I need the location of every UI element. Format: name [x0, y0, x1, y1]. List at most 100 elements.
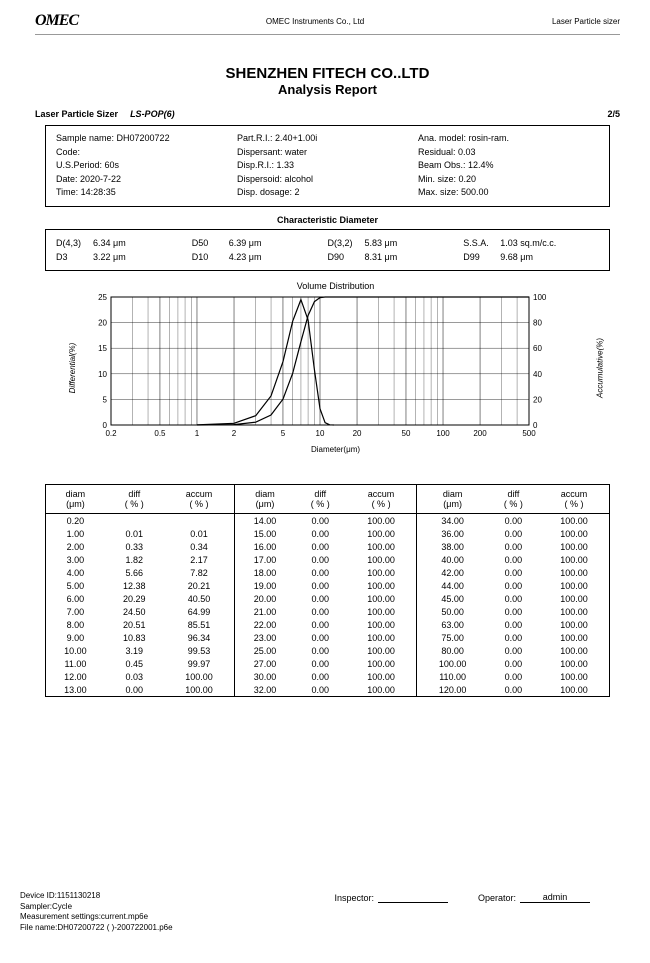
- chart-container: Volume Distribution 0.20.512510205010020…: [75, 281, 596, 454]
- param-line: Min. size: 0.20: [418, 173, 599, 187]
- param-line: Max. size: 500.00: [418, 186, 599, 200]
- table-row: 1.000.010.0115.000.00100.0036.000.00100.…: [46, 527, 609, 540]
- svg-text:20: 20: [98, 319, 107, 328]
- table-row: 3.001.822.1717.000.00100.0040.000.00100.…: [46, 553, 609, 566]
- svg-text:80: 80: [533, 319, 542, 328]
- svg-text:20: 20: [533, 396, 542, 405]
- table-row: 6.0020.2940.5020.000.00100.0045.000.0010…: [46, 592, 609, 605]
- char-cell: D50 6.39 μm: [192, 236, 328, 250]
- signature-row: Inspector: Operator: admin: [334, 892, 590, 903]
- table-header: diam(μm): [235, 485, 295, 514]
- chart-xlabel: Diameter(μm): [75, 445, 596, 454]
- instrument-model: LS-POP(6): [130, 109, 175, 119]
- param-line: Ana. model: rosin-ram.: [418, 132, 599, 146]
- svg-text:10: 10: [316, 429, 325, 438]
- table-header: accum( % ): [164, 485, 235, 514]
- svg-text:2: 2: [232, 429, 237, 438]
- char-diameter-box: D(4,3) 6.34 μmD50 6.39 μmD(3,2) 5.83 μmS…: [45, 229, 610, 272]
- table-header: diff( % ): [488, 485, 539, 514]
- params-col-1: Sample name: DH07200722Code:U.S.Period: …: [56, 132, 237, 200]
- param-line: Time: 14:28:35: [56, 186, 237, 200]
- svg-text:500: 500: [522, 429, 536, 438]
- footer-meta-line: Sampler:Cycle: [20, 902, 173, 912]
- param-line: Disp. dosage: 2: [237, 186, 418, 200]
- title-block: SHENZHEN FITECH CO..LTD Analysis Report: [35, 65, 620, 97]
- footer-meta-line: Device ID:1151130218: [20, 891, 173, 901]
- svg-text:40: 40: [533, 370, 542, 379]
- header-company: OMEC Instruments Co., Ltd: [266, 17, 364, 26]
- char-cell: D99 9.68 μm: [463, 250, 599, 264]
- svg-text:5: 5: [281, 429, 286, 438]
- table-row: 13.000.00100.0032.000.00100.00120.000.00…: [46, 683, 609, 696]
- param-line: Disp.R.I.: 1.33: [237, 159, 418, 173]
- char-label: Characteristic Diameter: [35, 215, 620, 225]
- volume-distribution-chart: 0.20.51251020501002005000510152025020406…: [75, 293, 565, 443]
- header-device: Laser Particle sizer: [552, 17, 620, 26]
- table-header: diff( % ): [105, 485, 164, 514]
- char-cell: D(4,3) 6.34 μm: [56, 236, 192, 250]
- svg-text:15: 15: [98, 344, 107, 353]
- svg-text:0: 0: [533, 421, 538, 430]
- param-line: Beam Obs.: 12.4%: [418, 159, 599, 173]
- operator-label: Operator:: [478, 893, 516, 903]
- char-cell: D(3,2) 5.83 μm: [328, 236, 464, 250]
- table-row: 2.000.330.3416.000.00100.0038.000.00100.…: [46, 540, 609, 553]
- table-row: 11.000.4599.9727.000.00100.00100.000.001…: [46, 657, 609, 670]
- svg-text:200: 200: [473, 429, 487, 438]
- table-header: diam(μm): [417, 485, 488, 514]
- title-company: SHENZHEN FITECH CO..LTD: [35, 65, 620, 82]
- table-row: 4.005.667.8218.000.00100.0042.000.00100.…: [46, 566, 609, 579]
- params-col-2: Part.R.I.: 2.40+1.00iDispersant: waterDi…: [237, 132, 418, 200]
- table-header: accum( % ): [346, 485, 417, 514]
- table-row: 0.2014.000.00100.0034.000.00100.00: [46, 514, 609, 528]
- params-box: Sample name: DH07200722Code:U.S.Period: …: [45, 125, 610, 207]
- param-line: U.S.Period: 60s: [56, 159, 237, 173]
- param-line: Sample name: DH07200722: [56, 132, 237, 146]
- svg-text:25: 25: [98, 293, 107, 302]
- svg-text:50: 50: [402, 429, 411, 438]
- svg-text:100: 100: [533, 293, 547, 302]
- param-line: Part.R.I.: 2.40+1.00i: [237, 132, 418, 146]
- params-col-3: Ana. model: rosin-ram.Residual: 0.03Beam…: [418, 132, 599, 200]
- table-header: diff( % ): [295, 485, 346, 514]
- svg-text:60: 60: [533, 344, 542, 353]
- chart-ylabel-left: Differential(%): [68, 342, 77, 393]
- char-cell: D10 4.23 μm: [192, 250, 328, 264]
- table-header: accum( % ): [539, 485, 609, 514]
- svg-text:1: 1: [195, 429, 200, 438]
- logo: OMEC: [35, 12, 78, 30]
- param-line: Residual: 0.03: [418, 146, 599, 160]
- svg-text:0.2: 0.2: [105, 429, 117, 438]
- svg-text:0.5: 0.5: [154, 429, 166, 438]
- page-header: OMEC OMEC Instruments Co., Ltd Laser Par…: [35, 12, 620, 35]
- svg-text:20: 20: [353, 429, 362, 438]
- distribution-table: diam(μm)diff( % )accum( % )diam(μm)diff(…: [45, 484, 610, 697]
- char-cell: D90 8.31 μm: [328, 250, 464, 264]
- table-row: 8.0020.5185.5122.000.00100.0063.000.0010…: [46, 618, 609, 631]
- table-row: 7.0024.5064.9921.000.00100.0050.000.0010…: [46, 605, 609, 618]
- operator-value: admin: [520, 892, 590, 903]
- table-row: 10.003.1999.5325.000.00100.0080.000.0010…: [46, 644, 609, 657]
- table-row: 5.0012.3820.2119.000.00100.0044.000.0010…: [46, 579, 609, 592]
- footer-meta-line: File name:DH07200722 ( )-200722001.p6e: [20, 923, 173, 933]
- footer-meta: Device ID:1151130218Sampler:CycleMeasure…: [20, 891, 173, 933]
- char-cell: S.S.A. 1.03 sq.m/c.c.: [463, 236, 599, 250]
- table-row: 12.000.03100.0030.000.00100.00110.000.00…: [46, 670, 609, 683]
- svg-text:5: 5: [103, 396, 108, 405]
- inspector-label: Inspector:: [334, 893, 374, 903]
- svg-text:100: 100: [436, 429, 450, 438]
- chart-title: Volume Distribution: [75, 281, 596, 291]
- svg-text:0: 0: [103, 421, 108, 430]
- char-cell: D3 3.22 μm: [56, 250, 192, 264]
- page-indicator: 2/5: [607, 109, 620, 119]
- svg-text:10: 10: [98, 370, 107, 379]
- table-row: 9.0010.8396.3423.000.00100.0075.000.0010…: [46, 631, 609, 644]
- instrument-row: Laser Particle Sizer LS-POP(6) 2/5: [35, 109, 620, 119]
- param-line: Dispersant: water: [237, 146, 418, 160]
- title-report: Analysis Report: [35, 82, 620, 97]
- footer-meta-line: Measurement settings:current.mp6e: [20, 912, 173, 922]
- table-header: diam(μm): [46, 485, 105, 514]
- inspector-value: [378, 892, 448, 903]
- param-line: Date: 2020-7-22: [56, 173, 237, 187]
- chart-ylabel-right: Accumulative(%): [595, 338, 604, 398]
